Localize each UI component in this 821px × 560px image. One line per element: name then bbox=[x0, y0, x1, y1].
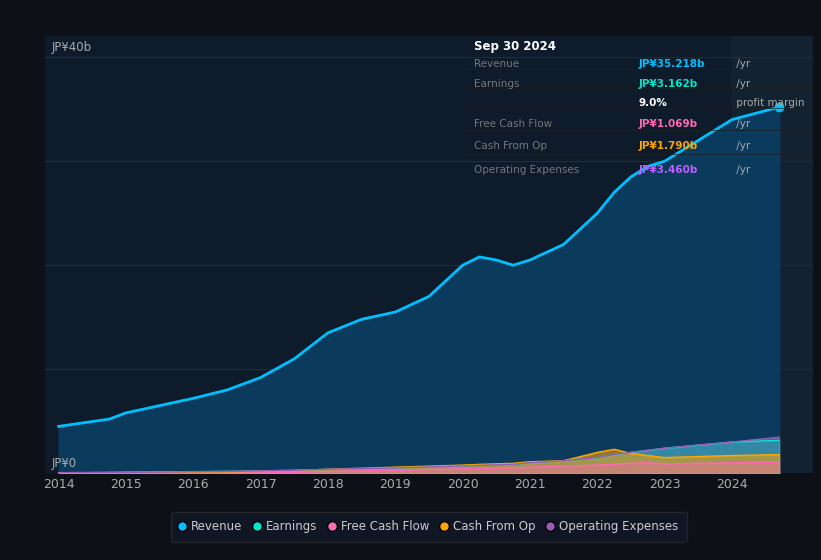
Text: /yr: /yr bbox=[732, 141, 750, 151]
Text: JP¥3.162b: JP¥3.162b bbox=[639, 80, 698, 90]
Text: JP¥40b: JP¥40b bbox=[52, 41, 92, 54]
Text: JP¥1.069b: JP¥1.069b bbox=[639, 119, 698, 129]
Text: JP¥3.460b: JP¥3.460b bbox=[639, 165, 698, 175]
Text: Earnings: Earnings bbox=[475, 80, 520, 90]
Text: Free Cash Flow: Free Cash Flow bbox=[475, 119, 553, 129]
Text: /yr: /yr bbox=[732, 165, 750, 175]
Text: /yr: /yr bbox=[732, 80, 750, 90]
Bar bbox=[732, 36, 813, 473]
Text: JP¥35.218b: JP¥35.218b bbox=[639, 59, 704, 69]
Text: Cash From Op: Cash From Op bbox=[475, 141, 548, 151]
Text: JP¥1.790b: JP¥1.790b bbox=[639, 141, 698, 151]
Text: Sep 30 2024: Sep 30 2024 bbox=[475, 40, 557, 53]
Text: /yr: /yr bbox=[732, 59, 750, 69]
Text: Revenue: Revenue bbox=[475, 59, 520, 69]
Text: /yr: /yr bbox=[732, 119, 750, 129]
Text: Operating Expenses: Operating Expenses bbox=[475, 165, 580, 175]
Text: 9.0%: 9.0% bbox=[639, 98, 667, 108]
Text: profit margin: profit margin bbox=[732, 98, 804, 108]
Legend: Revenue, Earnings, Free Cash Flow, Cash From Op, Operating Expenses: Revenue, Earnings, Free Cash Flow, Cash … bbox=[171, 512, 687, 542]
Text: JP¥0: JP¥0 bbox=[52, 457, 77, 470]
